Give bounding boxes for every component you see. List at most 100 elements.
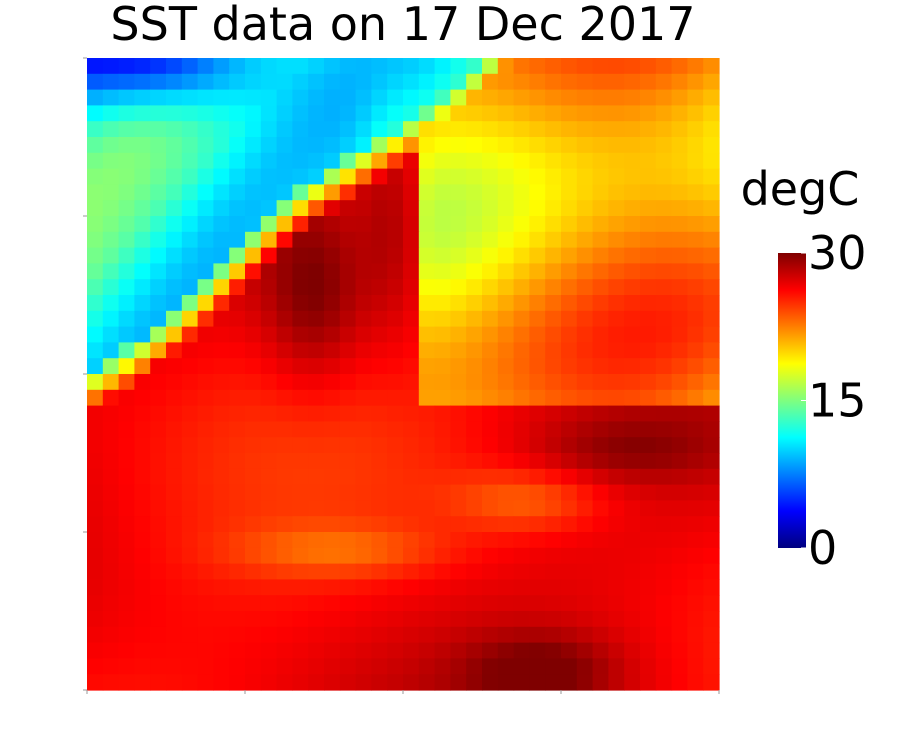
heatmap-cell — [403, 374, 420, 391]
heatmap-cell — [576, 279, 594, 296]
heatmap-cell — [466, 626, 483, 644]
heatmap-cell — [497, 295, 515, 312]
heatmap-cell — [671, 121, 688, 138]
heatmap-cell — [308, 595, 325, 612]
heatmap-cell — [339, 73, 357, 91]
heatmap-cell — [87, 184, 104, 201]
heatmap-cell — [608, 295, 625, 312]
heatmap-cell — [181, 105, 199, 122]
heatmap-cell — [181, 389, 199, 407]
heatmap-cell — [213, 247, 230, 264]
heatmap-cell — [166, 405, 183, 422]
heatmap-cell — [608, 342, 625, 359]
heatmap-cell — [545, 563, 562, 580]
heatmap-cell — [102, 437, 120, 454]
heatmap-cell — [561, 563, 578, 580]
heatmap-cell — [513, 342, 530, 359]
heatmap-cell — [181, 152, 199, 170]
heatmap-cell — [703, 73, 720, 91]
heatmap-cell — [576, 231, 594, 249]
heatmap-cell — [229, 247, 246, 264]
heatmap-cell — [276, 216, 293, 233]
heatmap-cell — [482, 595, 499, 612]
heatmap-cell — [640, 453, 657, 470]
heatmap-cell — [576, 137, 594, 154]
heatmap-cell — [450, 516, 467, 533]
heatmap-cell — [545, 389, 562, 407]
heatmap-cell — [497, 310, 515, 328]
heatmap-cell — [371, 421, 388, 438]
heatmap-cell — [276, 342, 293, 359]
heatmap-cell — [434, 674, 451, 691]
heatmap-cell — [640, 295, 657, 312]
heatmap-cell — [292, 263, 309, 280]
heatmap-cell — [687, 579, 704, 596]
heatmap-cell — [150, 374, 167, 391]
heatmap-cell — [482, 484, 499, 501]
heatmap-cell — [655, 326, 673, 343]
heatmap-cell — [260, 421, 278, 438]
heatmap-cell — [166, 658, 183, 675]
heatmap-cell — [213, 516, 230, 533]
heatmap-cell — [434, 200, 451, 217]
heatmap-cell — [355, 105, 372, 122]
heatmap-cell — [592, 326, 609, 343]
heatmap-cell — [418, 326, 436, 343]
heatmap-cell — [213, 121, 230, 138]
heatmap-cell — [339, 547, 357, 565]
heatmap-cell — [87, 121, 104, 138]
heatmap-cell — [545, 532, 562, 549]
heatmap-cell — [592, 247, 609, 264]
heatmap-cell — [466, 73, 483, 91]
heatmap-cell — [687, 626, 704, 644]
heatmap-cell — [497, 342, 515, 359]
heatmap-cell — [355, 626, 372, 644]
heatmap-cell — [687, 73, 704, 91]
heatmap-cell — [339, 137, 357, 154]
heatmap-cell — [497, 89, 515, 106]
heatmap-cell — [576, 389, 594, 407]
heatmap-cell — [403, 626, 420, 644]
heatmap-cell — [166, 626, 183, 644]
heatmap-cell — [118, 595, 135, 612]
heatmap-cell — [640, 58, 657, 75]
heatmap-cell — [150, 231, 167, 249]
heatmap-cell — [371, 484, 388, 501]
heatmap-cell — [87, 374, 104, 391]
heatmap-cell — [561, 405, 578, 422]
heatmap-cell — [229, 342, 246, 359]
heatmap-cell — [324, 137, 341, 154]
heatmap-cell — [324, 468, 341, 486]
heatmap-cell — [371, 374, 388, 391]
heatmap-cell — [134, 453, 151, 470]
heatmap-cell — [387, 58, 404, 75]
heatmap-cell — [418, 389, 436, 407]
heatmap-cell — [671, 89, 688, 106]
heatmap-cell — [197, 516, 214, 533]
heatmap-cell — [197, 421, 214, 438]
heatmap-cell — [324, 89, 341, 106]
heatmap-cell — [213, 658, 230, 675]
heatmap-cell — [150, 200, 167, 217]
heatmap-cell — [608, 200, 625, 217]
heatmap-cell — [355, 200, 372, 217]
heatmap-cell — [482, 73, 499, 91]
heatmap-cell — [687, 89, 704, 106]
heatmap-cell — [229, 374, 246, 391]
heatmap-cell — [134, 168, 151, 185]
heatmap-cell — [260, 216, 278, 233]
heatmap-cell — [134, 642, 151, 659]
heatmap-cell — [687, 642, 704, 659]
heatmap-cell — [87, 421, 104, 438]
heatmap-cell — [197, 105, 214, 122]
heatmap-cell — [308, 105, 325, 122]
heatmap-cell — [324, 200, 341, 217]
heatmap-cell — [292, 626, 309, 644]
heatmap-cell — [150, 547, 167, 565]
heatmap-cell — [434, 216, 451, 233]
heatmap-cell — [655, 611, 673, 628]
heatmap-cell — [450, 200, 467, 217]
heatmap-cell — [324, 231, 341, 249]
heatmap-cell — [592, 547, 609, 565]
heatmap-cell — [466, 152, 483, 170]
